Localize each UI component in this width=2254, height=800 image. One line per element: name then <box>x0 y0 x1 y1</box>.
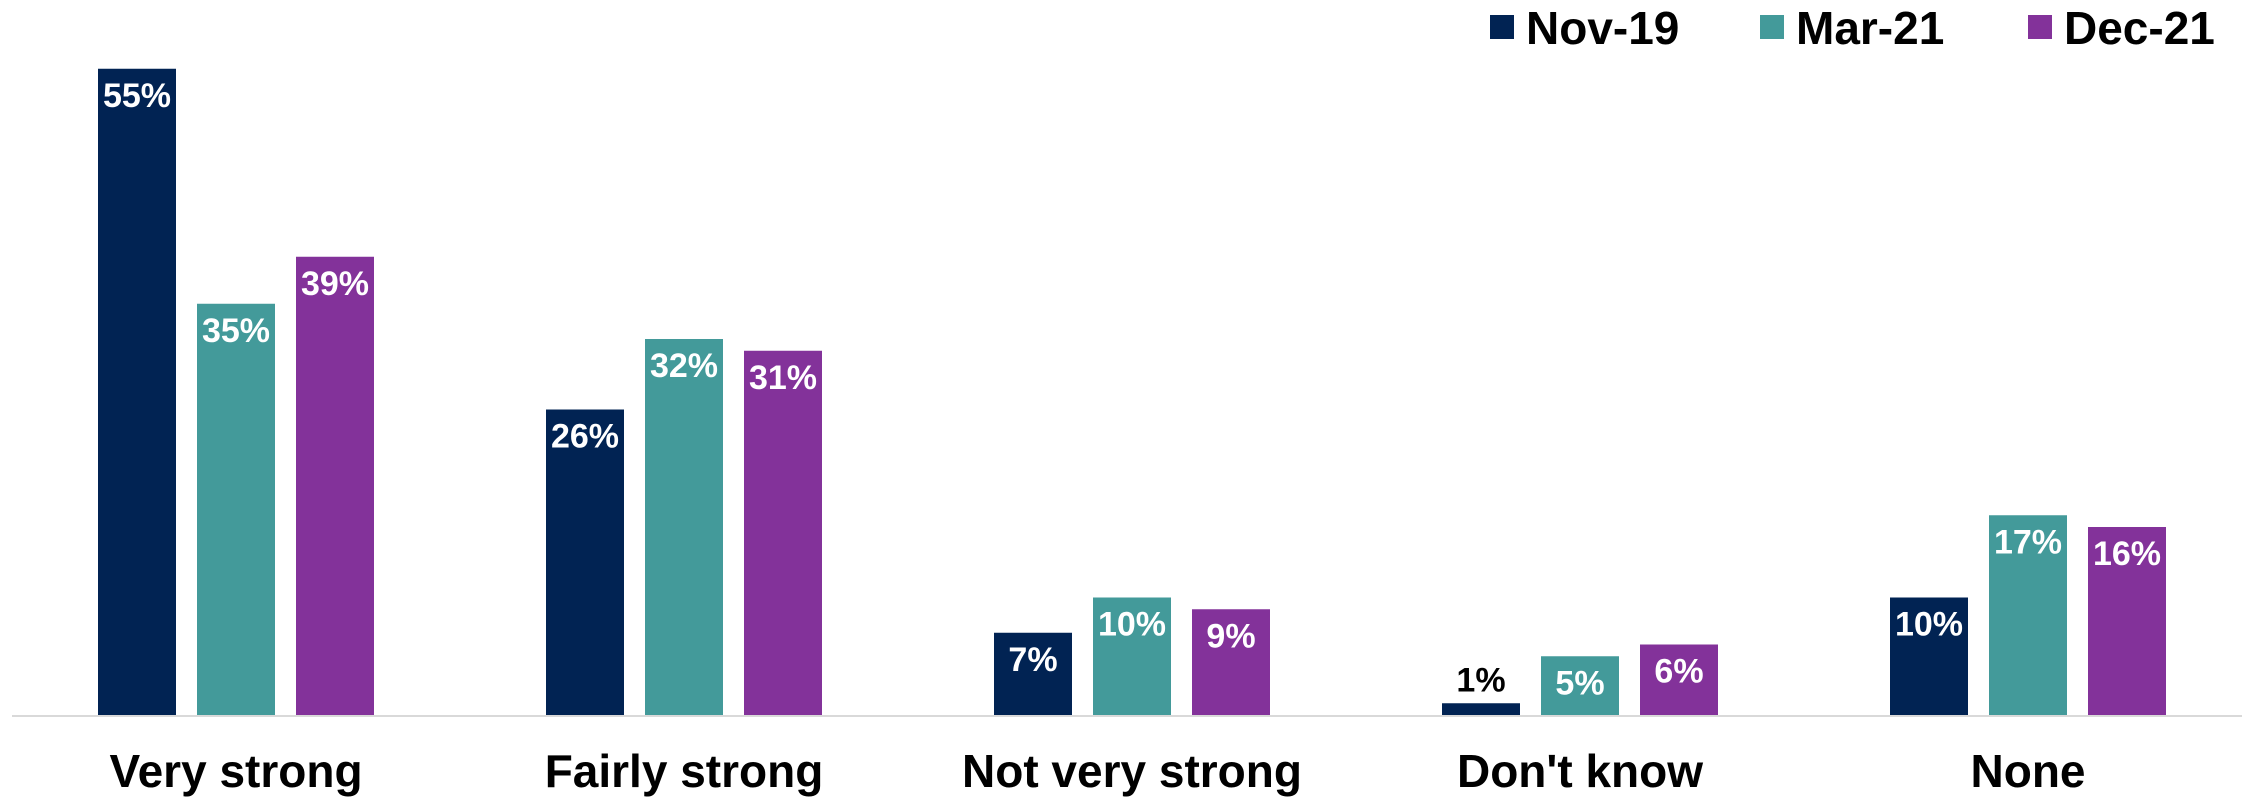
bar-mar-21-0 <box>197 303 275 715</box>
category-label: Not very strong <box>962 745 1302 797</box>
bar-dec-21-0 <box>296 256 374 715</box>
data-label: 16% <box>2093 535 2161 573</box>
bar-nov-19-0 <box>98 68 176 715</box>
legend-swatch <box>1760 15 1784 39</box>
bar-mar-21-4 <box>1989 515 2067 715</box>
legend-swatch <box>2028 15 2052 39</box>
bar-nov-19-3 <box>1442 703 1520 715</box>
data-label: 39% <box>301 265 369 303</box>
data-label: 6% <box>1654 653 1703 691</box>
legend-label: Nov-19 <box>1526 2 1679 54</box>
category-label: Very strong <box>109 745 362 797</box>
data-label: 5% <box>1555 664 1604 702</box>
legend-label: Dec-21 <box>2064 2 2215 54</box>
data-label: 10% <box>1098 606 1166 644</box>
legend: Nov-19 Mar-21 Dec-21 <box>1490 2 2215 54</box>
bar-mar-21-2 <box>1093 597 1171 715</box>
bar-dec-21-3 <box>1640 644 1718 715</box>
bar-nov-19-2 <box>994 632 1072 715</box>
category-label: Don't know <box>1457 745 1703 797</box>
bar-dec-21-2 <box>1192 609 1270 715</box>
legend-label: Mar-21 <box>1796 2 1944 54</box>
data-label: 9% <box>1206 617 1255 655</box>
category-label: Fairly strong <box>545 745 824 797</box>
category-label: None <box>1971 745 2086 797</box>
bar-mar-21-3 <box>1541 656 1619 715</box>
bar-nov-19-1 <box>546 409 624 715</box>
data-label: 55% <box>103 77 171 115</box>
data-label: 7% <box>1008 641 1057 679</box>
bar-dec-21-1 <box>744 350 822 715</box>
data-label: 17% <box>1994 523 2062 561</box>
bar-dec-21-4 <box>2088 527 2166 715</box>
bar-mar-21-1 <box>645 339 723 715</box>
bars-group: 55% 26% 7% 1% 10% 35% 32% 10% 5% 17% 39% 31% 9% 6% 16% <box>98 68 2166 715</box>
data-label: 1% <box>1456 661 1505 699</box>
data-label: 31% <box>749 359 817 397</box>
data-label: 32% <box>650 347 718 385</box>
data-label: 10% <box>1895 606 1963 644</box>
data-label: 26% <box>551 418 619 456</box>
bar-nov-19-4 <box>1890 597 1968 715</box>
category-labels: Very strong Fairly strong Not very strong D… <box>109 745 2085 797</box>
data-label: 35% <box>202 312 270 350</box>
legend-swatch <box>1490 15 1514 39</box>
